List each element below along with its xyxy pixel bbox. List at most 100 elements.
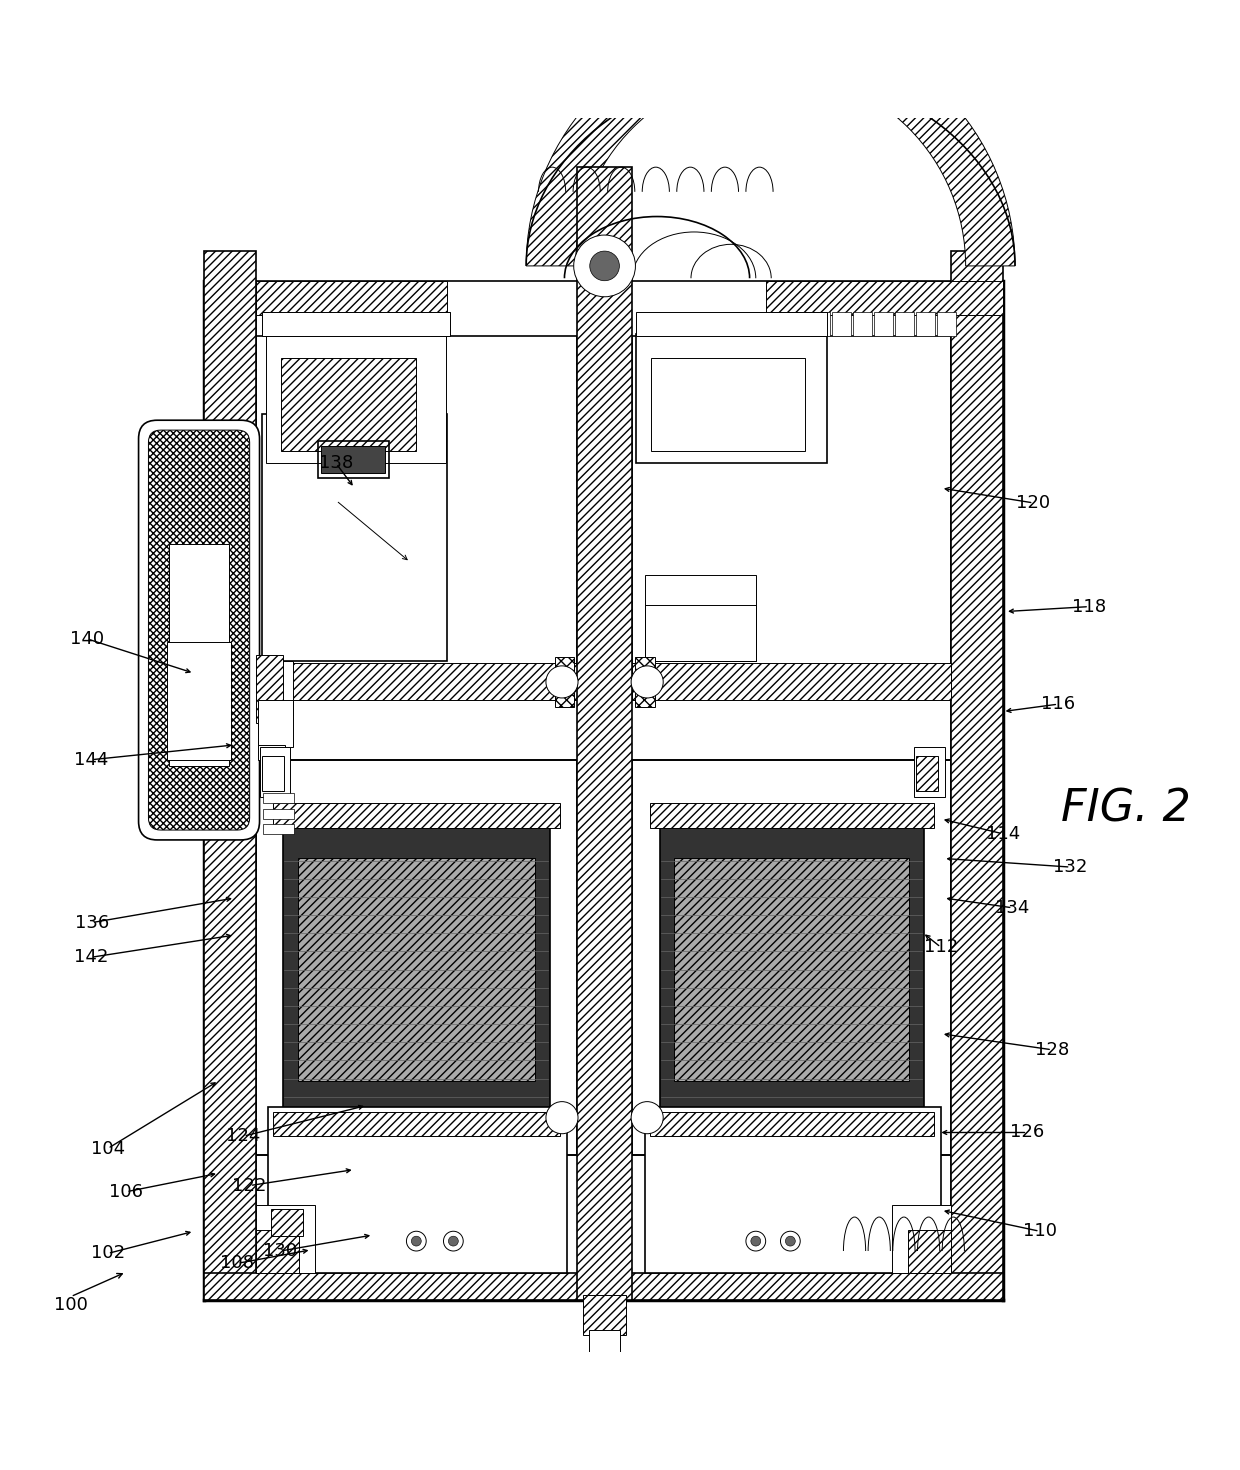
- Bar: [262, 415, 448, 662]
- Bar: [651, 359, 805, 451]
- Text: FIG. 2: FIG. 2: [1061, 788, 1192, 831]
- Text: 144: 144: [74, 751, 109, 769]
- Text: 114: 114: [986, 825, 1019, 842]
- Bar: [305, 312, 324, 337]
- Bar: [892, 1205, 951, 1273]
- Bar: [832, 312, 851, 337]
- Text: 108: 108: [221, 1254, 254, 1273]
- Bar: [769, 312, 787, 337]
- Bar: [632, 337, 951, 667]
- Bar: [273, 1111, 559, 1136]
- Circle shape: [546, 666, 578, 698]
- Bar: [255, 663, 577, 700]
- Bar: [554, 657, 574, 707]
- Bar: [298, 858, 534, 1080]
- FancyBboxPatch shape: [139, 420, 259, 839]
- Bar: [170, 544, 228, 766]
- Bar: [645, 575, 756, 662]
- Bar: [255, 1205, 315, 1273]
- Text: 136: 136: [74, 914, 109, 932]
- Bar: [284, 312, 303, 337]
- Circle shape: [751, 1236, 760, 1247]
- Circle shape: [631, 666, 663, 698]
- Bar: [410, 312, 429, 337]
- Bar: [255, 281, 448, 315]
- Text: 128: 128: [1035, 1041, 1069, 1058]
- Bar: [273, 803, 559, 828]
- Bar: [263, 823, 294, 833]
- Bar: [811, 312, 830, 337]
- Bar: [263, 312, 281, 337]
- Circle shape: [590, 251, 620, 281]
- Bar: [632, 760, 951, 1155]
- Text: 134: 134: [996, 898, 1029, 917]
- Text: 100: 100: [53, 1297, 88, 1314]
- Bar: [790, 312, 808, 337]
- Bar: [908, 1230, 951, 1273]
- Bar: [263, 792, 294, 803]
- Bar: [255, 654, 283, 723]
- Circle shape: [444, 1232, 464, 1251]
- Bar: [632, 663, 951, 700]
- Text: 118: 118: [1073, 598, 1106, 616]
- Bar: [577, 168, 632, 1301]
- Bar: [675, 858, 909, 1080]
- Bar: [636, 312, 827, 337]
- Text: 142: 142: [74, 948, 109, 966]
- Text: 126: 126: [1011, 1123, 1044, 1142]
- Circle shape: [780, 1232, 800, 1251]
- Bar: [951, 251, 1003, 1301]
- Bar: [268, 1107, 567, 1273]
- Bar: [916, 756, 939, 791]
- Bar: [258, 700, 293, 747]
- Bar: [205, 1273, 1003, 1301]
- Bar: [937, 312, 956, 337]
- Text: 124: 124: [227, 1127, 260, 1145]
- Circle shape: [631, 1101, 663, 1133]
- Bar: [636, 334, 827, 463]
- Bar: [255, 337, 577, 667]
- Bar: [262, 312, 450, 337]
- Bar: [321, 445, 386, 473]
- Circle shape: [574, 235, 635, 297]
- Bar: [916, 312, 935, 337]
- Bar: [389, 312, 408, 337]
- Bar: [255, 760, 577, 1155]
- Text: 104: 104: [91, 1139, 125, 1157]
- Text: 112: 112: [924, 938, 959, 957]
- Text: 132: 132: [1054, 858, 1087, 876]
- Bar: [853, 312, 872, 337]
- Text: 130: 130: [263, 1242, 298, 1260]
- Bar: [645, 1107, 941, 1273]
- Bar: [259, 747, 290, 797]
- Bar: [914, 747, 945, 797]
- Bar: [589, 1330, 620, 1352]
- Circle shape: [746, 1232, 765, 1251]
- Bar: [895, 312, 914, 337]
- Bar: [645, 606, 756, 662]
- Bar: [650, 803, 934, 828]
- Text: 122: 122: [232, 1176, 267, 1195]
- Text: 116: 116: [1042, 695, 1075, 713]
- Text: 120: 120: [1017, 494, 1050, 512]
- Bar: [432, 312, 450, 337]
- Bar: [283, 828, 549, 1111]
- Bar: [660, 828, 924, 1111]
- Bar: [635, 657, 655, 707]
- Circle shape: [785, 1236, 795, 1247]
- Bar: [368, 312, 387, 337]
- Circle shape: [546, 1101, 578, 1133]
- Bar: [263, 809, 294, 819]
- Text: 140: 140: [69, 629, 104, 648]
- Bar: [205, 251, 255, 1301]
- Circle shape: [407, 1232, 427, 1251]
- Bar: [583, 1295, 626, 1335]
- Bar: [167, 642, 231, 760]
- Bar: [317, 441, 389, 478]
- Bar: [874, 312, 893, 337]
- Bar: [265, 334, 446, 463]
- Bar: [650, 1111, 934, 1136]
- Text: 138: 138: [319, 454, 353, 472]
- Text: 106: 106: [109, 1183, 144, 1201]
- FancyBboxPatch shape: [149, 431, 249, 831]
